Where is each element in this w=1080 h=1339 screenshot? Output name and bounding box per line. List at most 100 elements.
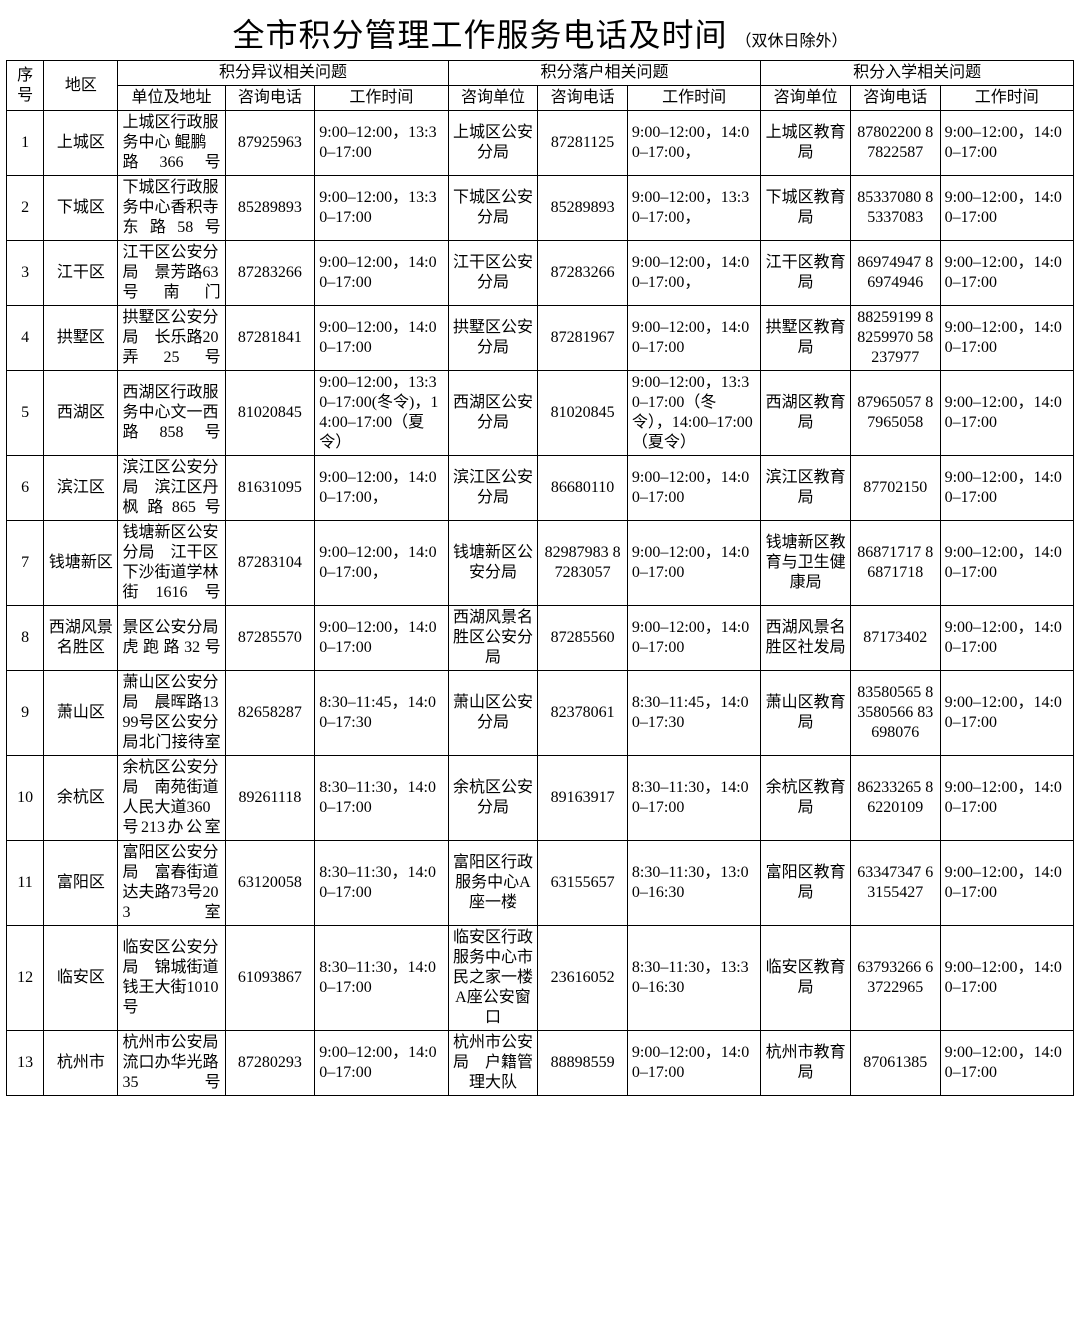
th-group-settle: 积分落户相关问题 <box>448 61 761 86</box>
cell-area: 下城区 <box>44 176 118 241</box>
table-row: 3江干区江干区公安分局 景芳路63号南门872832669:00–12:00，1… <box>7 241 1074 306</box>
cell-d-tel: 85289893 <box>225 176 315 241</box>
cell-s-tel: 85289893 <box>538 176 628 241</box>
cell-area: 钱塘新区 <box>44 521 118 606</box>
cell-s-unit: 富阳区行政服务中心A座一楼 <box>448 841 538 926</box>
cell-d-time: 8:30–11:30，14:00–17:00 <box>315 841 448 926</box>
cell-e-unit: 西湖风景名胜区社发局 <box>761 606 851 671</box>
cell-idx: 9 <box>7 671 44 756</box>
table-row: 12临安区临安区公安分局 锦城街道钱王大街1010号610938678:30–1… <box>7 926 1074 1031</box>
cell-d-tel: 87925963 <box>225 111 315 176</box>
cell-area: 江干区 <box>44 241 118 306</box>
cell-e-tel: 86233265 86220109 <box>850 756 940 841</box>
cell-s-tel: 82987983 87283057 <box>538 521 628 606</box>
cell-e-time: 9:00–12:00，14:00–17:00 <box>940 306 1073 371</box>
th-idx: 序号 <box>7 61 44 111</box>
cell-e-time: 9:00–12:00，14:00–17:00 <box>940 521 1073 606</box>
th-d-time: 工作时间 <box>315 86 448 111</box>
cell-area: 杭州市 <box>44 1031 118 1096</box>
cell-d-time: 9:00–12:00，14:00–17:00， <box>315 456 448 521</box>
cell-e-unit: 富阳区教育局 <box>761 841 851 926</box>
cell-s-unit: 萧山区公安分局 <box>448 671 538 756</box>
cell-e-tel: 63347347 63155427 <box>850 841 940 926</box>
cell-idx: 8 <box>7 606 44 671</box>
table-row: 13杭州市杭州市公安局流口办华光路35号872802939:00–12:00，1… <box>7 1031 1074 1096</box>
cell-area: 余杭区 <box>44 756 118 841</box>
table-row: 1上城区上城区行政服务中心 鲲鹏路366号879259639:00–12:00，… <box>7 111 1074 176</box>
cell-idx: 6 <box>7 456 44 521</box>
cell-s-unit: 上城区公安分局 <box>448 111 538 176</box>
cell-d-unit: 上城区行政服务中心 鲲鹏路366号 <box>118 111 225 176</box>
header-row-1: 序号 地区 积分异议相关问题 积分落户相关问题 积分入学相关问题 <box>7 61 1074 86</box>
cell-s-time: 9:00–12:00，14:00–17:00 <box>627 521 760 606</box>
cell-e-unit: 江干区教育局 <box>761 241 851 306</box>
table-row: 10余杭区余杭区公安分局 南苑街道人民大道360号213办公室892611188… <box>7 756 1074 841</box>
header-row-2: 单位及地址 咨询电话 工作时间 咨询单位 咨询电话 工作时间 咨询单位 咨询电话… <box>7 86 1074 111</box>
table-row: 4拱墅区拱墅区公安分局 长乐路20弄25号872818419:00–12:00，… <box>7 306 1074 371</box>
th-s-unit: 咨询单位 <box>448 86 538 111</box>
phone-table: 序号 地区 积分异议相关问题 积分落户相关问题 积分入学相关问题 单位及地址 咨… <box>6 60 1074 1096</box>
cell-s-time: 9:00–12:00，14:00–17:00 <box>627 306 760 371</box>
table-row: 5西湖区西湖区行政服务中心文一西路858号810208459:00–12:00，… <box>7 371 1074 456</box>
cell-s-time: 8:30–11:30，14:00–17:00 <box>627 756 760 841</box>
cell-idx: 1 <box>7 111 44 176</box>
cell-e-tel: 88259199 88259970 58237977 <box>850 306 940 371</box>
cell-s-time: 9:00–12:00，14:00–17:00， <box>627 111 760 176</box>
cell-s-unit: 拱墅区公安分局 <box>448 306 538 371</box>
cell-d-tel: 87280293 <box>225 1031 315 1096</box>
cell-d-unit: 西湖区行政服务中心文一西路858号 <box>118 371 225 456</box>
cell-s-tel: 87285560 <box>538 606 628 671</box>
cell-idx: 13 <box>7 1031 44 1096</box>
cell-s-time: 8:30–11:45，14:00–17:30 <box>627 671 760 756</box>
cell-d-unit: 余杭区公安分局 南苑街道人民大道360号213办公室 <box>118 756 225 841</box>
cell-s-tel: 23616052 <box>538 926 628 1031</box>
cell-area: 滨江区 <box>44 456 118 521</box>
cell-e-tel: 87965057 87965058 <box>850 371 940 456</box>
cell-s-time: 8:30–11:30，13:00–16:30 <box>627 841 760 926</box>
cell-area: 富阳区 <box>44 841 118 926</box>
cell-e-unit: 滨江区教育局 <box>761 456 851 521</box>
th-d-tel: 咨询电话 <box>225 86 315 111</box>
cell-e-time: 9:00–12:00，14:00–17:00 <box>940 456 1073 521</box>
cell-e-time: 9:00–12:00，14:00–17:00 <box>940 606 1073 671</box>
cell-e-time: 9:00–12:00，14:00–17:00 <box>940 756 1073 841</box>
cell-s-tel: 82378061 <box>538 671 628 756</box>
th-area: 地区 <box>44 61 118 111</box>
cell-s-time: 9:00–12:00，14:00–17:00 <box>627 606 760 671</box>
cell-s-tel: 63155657 <box>538 841 628 926</box>
cell-d-unit: 拱墅区公安分局 长乐路20弄25号 <box>118 306 225 371</box>
cell-idx: 5 <box>7 371 44 456</box>
cell-d-tel: 89261118 <box>225 756 315 841</box>
cell-e-tel: 87173402 <box>850 606 940 671</box>
cell-area: 西湖区 <box>44 371 118 456</box>
cell-idx: 3 <box>7 241 44 306</box>
table-row: 6滨江区滨江区公安分局 滨江区丹枫路865号816310959:00–12:00… <box>7 456 1074 521</box>
cell-idx: 12 <box>7 926 44 1031</box>
cell-e-unit: 西湖区教育局 <box>761 371 851 456</box>
cell-e-tel: 83580565 83580566 83698076 <box>850 671 940 756</box>
cell-area: 拱墅区 <box>44 306 118 371</box>
cell-s-time: 9:00–12:00，14:00–17:00， <box>627 241 760 306</box>
cell-e-time: 9:00–12:00，14:00–17:00 <box>940 671 1073 756</box>
th-e-time: 工作时间 <box>940 86 1073 111</box>
cell-d-unit: 江干区公安分局 景芳路63号南门 <box>118 241 225 306</box>
cell-d-tel: 61093867 <box>225 926 315 1031</box>
cell-d-tel: 87285570 <box>225 606 315 671</box>
cell-s-unit: 临安区行政服务中心市民之家一楼A座公安窗口 <box>448 926 538 1031</box>
th-e-unit: 咨询单位 <box>761 86 851 111</box>
cell-d-unit: 下城区行政服务中心香积寺东路58号 <box>118 176 225 241</box>
cell-d-time: 9:00–12:00，14:00–17:00， <box>315 521 448 606</box>
cell-idx: 7 <box>7 521 44 606</box>
cell-d-time: 9:00–12:00，14:00–17:00 <box>315 1031 448 1096</box>
cell-d-unit: 临安区公安分局 锦城街道钱王大街1010号 <box>118 926 225 1031</box>
cell-e-unit: 上城区教育局 <box>761 111 851 176</box>
th-s-time: 工作时间 <box>627 86 760 111</box>
cell-d-tel: 81631095 <box>225 456 315 521</box>
cell-d-unit: 萧山区公安分局 晨晖路1399号区公安分局北门接待室 <box>118 671 225 756</box>
cell-d-tel: 63120058 <box>225 841 315 926</box>
cell-d-unit: 景区公安分局 虎跑路32号 <box>118 606 225 671</box>
page-title-suffix: （双休日除外） <box>736 33 848 50</box>
cell-e-time: 9:00–12:00，14:00–17:00 <box>940 841 1073 926</box>
cell-s-unit: 江干区公安分局 <box>448 241 538 306</box>
th-e-tel: 咨询电话 <box>850 86 940 111</box>
